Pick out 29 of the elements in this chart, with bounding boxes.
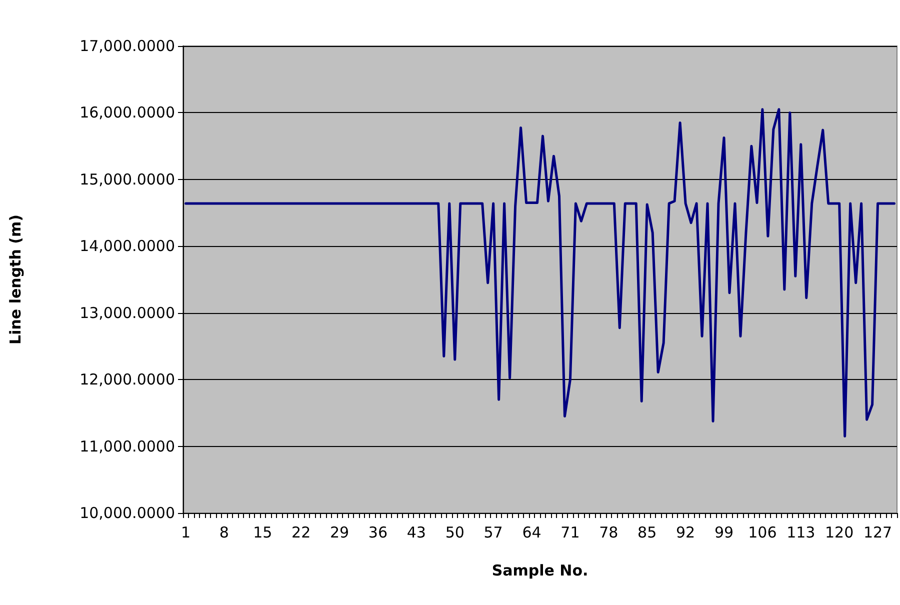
y-tick-label: 10,000.0000 xyxy=(80,504,175,522)
x-tick-label: 64 xyxy=(522,524,542,542)
x-tick-label: 50 xyxy=(445,524,464,542)
y-tick-label: 14,000.0000 xyxy=(80,237,175,256)
y-tick-label: 11,000.0000 xyxy=(80,437,175,456)
x-tick-label: 57 xyxy=(484,524,503,542)
x-tick-label: 99 xyxy=(714,524,734,542)
x-tick-label: 85 xyxy=(638,524,657,542)
y-tick-label: 16,000.0000 xyxy=(80,104,175,122)
y-tick-label: 17,000.0000 xyxy=(80,37,175,55)
y-tick-label: 13,000.0000 xyxy=(80,304,175,322)
x-tick-label: 1 xyxy=(180,524,191,542)
x-tick-label: 106 xyxy=(748,524,777,542)
x-tick-label: 120 xyxy=(825,524,854,542)
x-tick-label: 22 xyxy=(292,524,311,542)
x-tick-label: 78 xyxy=(599,524,618,542)
x-tick-label: 127 xyxy=(863,524,892,542)
x-tick-label: 113 xyxy=(786,524,816,542)
x-tick-label: 8 xyxy=(219,524,229,542)
x-axis-title: Sample No. xyxy=(492,562,588,580)
y-tick-label: 12,000.0000 xyxy=(80,370,175,389)
x-tick-label: 15 xyxy=(253,524,272,542)
x-tick-label: 29 xyxy=(330,524,350,542)
y-tick-label: 15,000.0000 xyxy=(80,170,175,188)
x-tick-label: 43 xyxy=(406,524,426,542)
x-tick-label: 92 xyxy=(676,524,696,542)
x-tick-label: 71 xyxy=(560,524,580,542)
x-tick-label: 36 xyxy=(368,524,388,542)
y-axis-title: Line length (m) xyxy=(6,214,24,344)
